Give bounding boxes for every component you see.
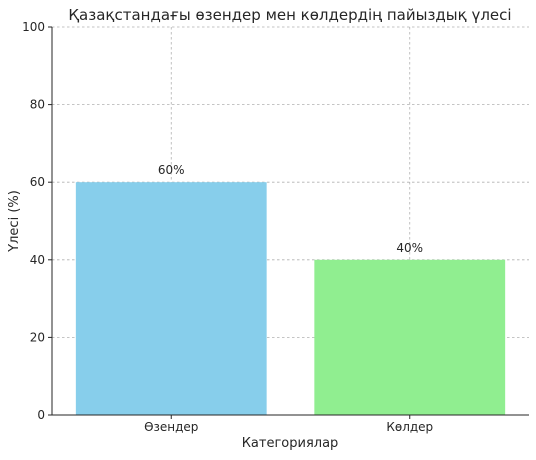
bar-value-label: 40% — [396, 241, 423, 255]
bar — [75, 182, 267, 415]
x-ticks: Өзендер Көлдер — [144, 415, 433, 434]
y-tick-label: 60 — [30, 175, 45, 189]
y-tick-label: 100 — [22, 20, 45, 34]
bar-value-label: 60% — [158, 163, 185, 177]
y-tick-label: 0 — [37, 408, 45, 422]
chart-title: Қазақстандағы өзендер мен көлдердің пайы… — [68, 6, 511, 24]
x-tick-label: Өзендер — [144, 420, 198, 434]
x-tick-label: Көлдер — [386, 420, 433, 434]
y-axis-label: Үлесі (%) — [7, 190, 22, 253]
axes — [51, 27, 529, 416]
bars — [75, 182, 506, 415]
bar — [314, 259, 506, 415]
x-axis-label: Категориялар — [242, 436, 339, 451]
y-tick-label: 40 — [30, 253, 45, 267]
y-tick-label: 20 — [30, 330, 45, 344]
data-labels: 60% 40% — [158, 163, 423, 255]
y-ticks: 0 20 40 60 80 100 — [22, 20, 52, 422]
y-tick-label: 80 — [30, 98, 45, 112]
